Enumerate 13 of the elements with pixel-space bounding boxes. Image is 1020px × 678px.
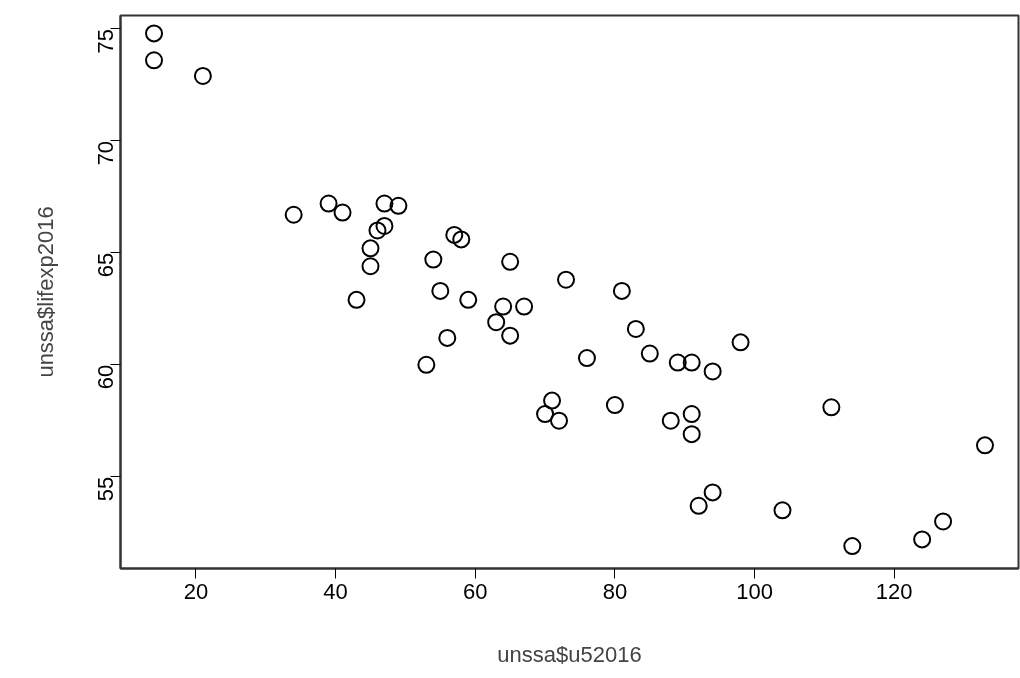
- y-tick-label: 55: [93, 476, 118, 502]
- y-tick-label: 75: [93, 28, 118, 54]
- x-tick-label: 100: [736, 578, 773, 604]
- y-tick-label: 60: [93, 364, 118, 390]
- x-axis-title: unssa$u52016: [497, 641, 642, 667]
- x-tick-label: 20: [183, 578, 209, 604]
- y-axis-title: unssa$lifexp2016: [32, 206, 58, 378]
- x-tick-label: 40: [323, 578, 348, 604]
- y-tick-label: 65: [93, 252, 118, 278]
- x-tick-label: 60: [463, 578, 488, 604]
- y-tick-label: 70: [93, 140, 118, 166]
- x-tick-label: 120: [875, 578, 913, 604]
- x-tick-label: 80: [602, 578, 628, 604]
